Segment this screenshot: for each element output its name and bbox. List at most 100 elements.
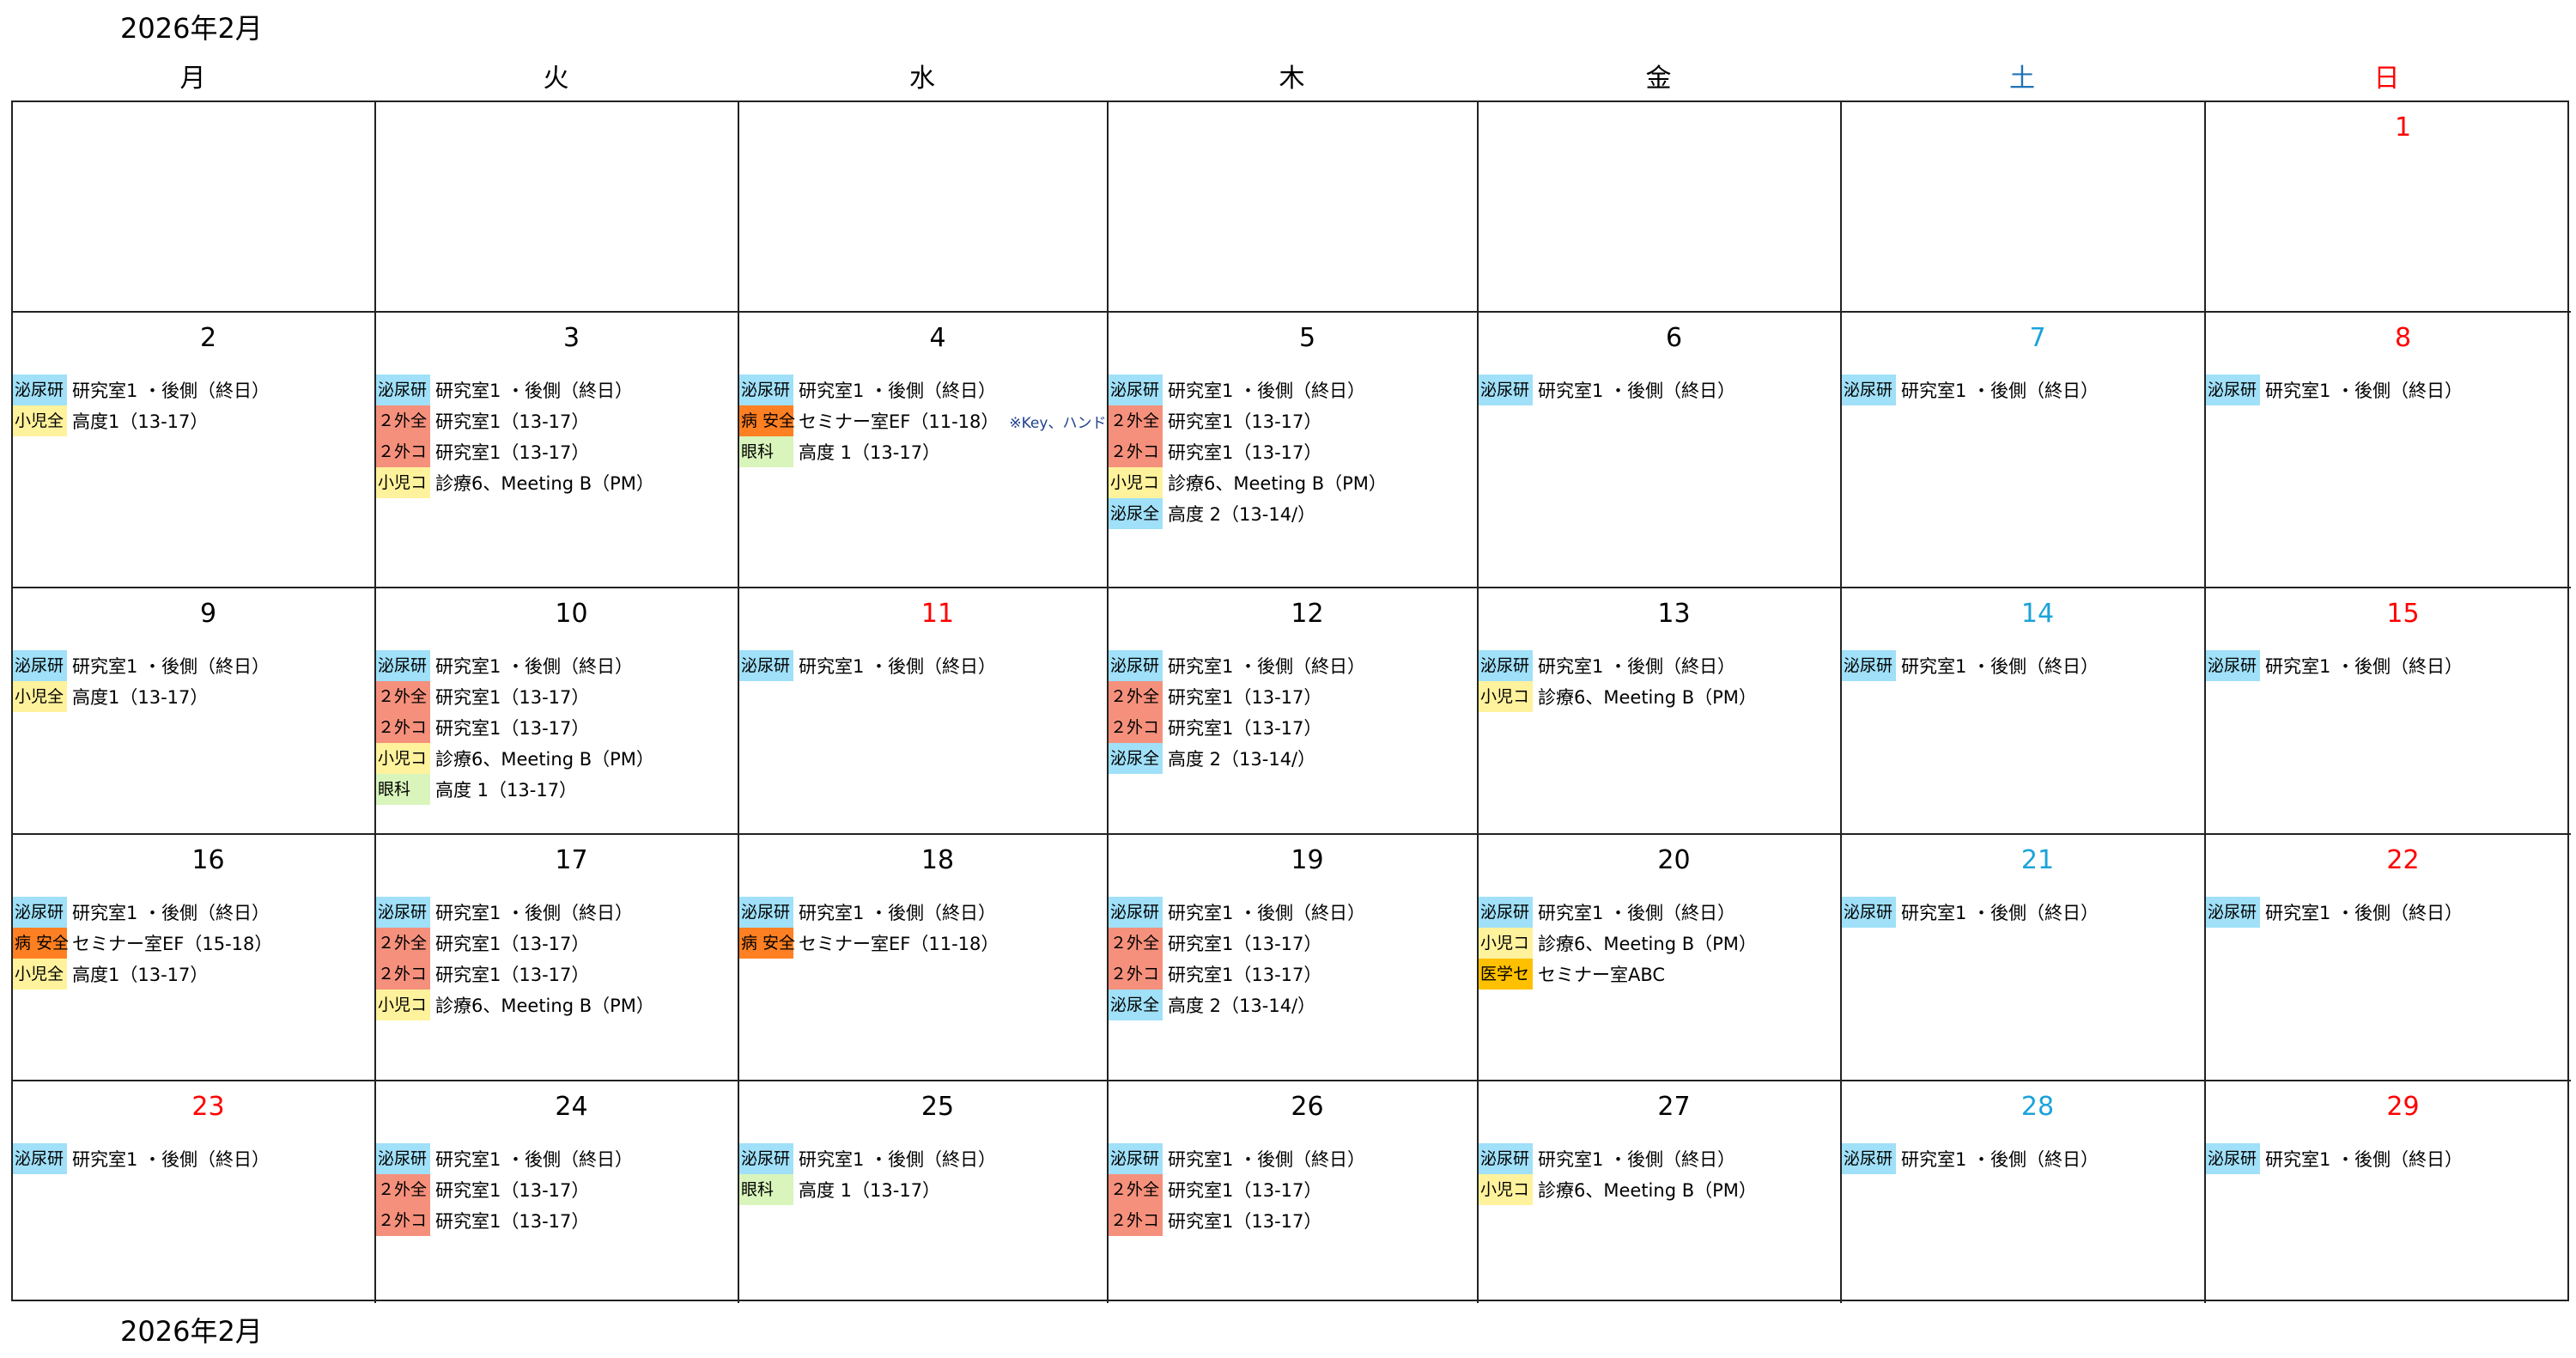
event-item[interactable]: 泌尿研 研究室1 ・後側（終日） [739, 375, 1107, 405]
event-item[interactable]: 泌尿研 研究室1 ・後側（終日） [1479, 650, 1840, 681]
day-cell-17[interactable]: 17 泌尿研 研究室1 ・後側（終日） ２外全 研究室1（13-17） ２外コ 研究室1（1… [376, 835, 739, 1081]
event-text: 高度 1（13-17） [435, 780, 578, 801]
empty-day-cell[interactable] [1479, 102, 1842, 313]
day-cell-25[interactable]: 25 泌尿研 研究室1 ・後側（終日） 眼科 高度 1（13-17） [739, 1081, 1109, 1303]
event-item[interactable]: 眼科 高度 1（13-17） [739, 436, 1107, 467]
event-item[interactable]: 小児コ 診療6、Meeting B（PM） [1479, 681, 1840, 712]
day-cell-29[interactable]: 29 泌尿研 研究室1 ・後側（終日） [2206, 1081, 2571, 1303]
day-cell-7[interactable]: 7 泌尿研 研究室1 ・後側（終日） [1842, 313, 2206, 588]
event-item[interactable]: 泌尿研 研究室1 ・後側（終日） [1479, 1143, 1840, 1174]
event-item[interactable]: 泌尿研 研究室1 ・後側（終日） [1109, 897, 1477, 928]
event-item[interactable]: 泌尿研 研究室1 ・後側（終日） [2206, 375, 2571, 405]
day-cell-28[interactable]: 28 泌尿研 研究室1 ・後側（終日） [1842, 1081, 2206, 1303]
event-item[interactable]: 眼科 高度 1（13-17） [739, 1174, 1107, 1205]
event-item[interactable]: ２外全 研究室1（13-17） [376, 928, 738, 959]
day-cell-6[interactable]: 6 泌尿研 研究室1 ・後側（終日） [1479, 313, 1842, 588]
event-item[interactable]: 泌尿研 研究室1 ・後側（終日） [13, 1143, 374, 1174]
day-cell-2[interactable]: 2 泌尿研 研究室1 ・後側（終日） 小児全 高度1（13-17） [13, 313, 376, 588]
day-cell-10[interactable]: 10 泌尿研 研究室1 ・後側（終日） ２外全 研究室1（13-17） ２外コ 研究室1（1… [376, 588, 739, 835]
event-item[interactable]: 泌尿研 研究室1 ・後側（終日） [376, 897, 738, 928]
event-item[interactable]: 小児コ 診療6、Meeting B（PM） [1479, 928, 1840, 959]
empty-day-cell[interactable] [739, 102, 1109, 313]
event-item[interactable]: 泌尿研 研究室1 ・後側（終日） [1109, 375, 1477, 405]
event-item[interactable]: 小児コ 診療6、Meeting B（PM） [376, 467, 738, 498]
day-cell-3[interactable]: 3 泌尿研 研究室1 ・後側（終日） ２外全 研究室1（13-17） ２外コ 研究室1（13… [376, 313, 739, 588]
day-cell-18[interactable]: 18 泌尿研 研究室1 ・後側（終日）病 安全 セミナー室EF（11-18） [739, 835, 1109, 1081]
event-item[interactable]: 病 安全 セミナー室EF（15-18） [13, 928, 374, 959]
empty-day-cell[interactable] [13, 102, 376, 313]
day-cell-27[interactable]: 27 泌尿研 研究室1 ・後側（終日） 小児コ 診療6、Meeting B（PM） [1479, 1081, 1842, 1303]
day-cell-9[interactable]: 9 泌尿研 研究室1 ・後側（終日） 小児全 高度1（13-17） [13, 588, 376, 835]
event-item[interactable]: 泌尿研 研究室1 ・後側（終日） [1842, 897, 2204, 928]
day-cell-19[interactable]: 19 泌尿研 研究室1 ・後側（終日） ２外全 研究室1（13-17） ２外コ 研究室1（1… [1109, 835, 1479, 1081]
event-item[interactable]: ２外コ 研究室1（13-17） [376, 959, 738, 990]
event-item[interactable]: 泌尿研 研究室1 ・後側（終日） [376, 650, 738, 681]
event-item[interactable]: 泌尿研 研究室1 ・後側（終日） [739, 897, 1107, 928]
day-cell-15[interactable]: 15 泌尿研 研究室1 ・後側（終日） [2206, 588, 2571, 835]
event-item[interactable]: 泌尿全 高度 2（13-14/） [1109, 743, 1477, 774]
event-item[interactable]: 泌尿全 高度 2（13-14/） [1109, 990, 1477, 1020]
event-item[interactable]: ２外コ 研究室1（13-17） [376, 712, 738, 743]
event-item[interactable]: 泌尿研 研究室1 ・後側（終日） [2206, 897, 2571, 928]
event-item[interactable]: ２外全 研究室1（13-17） [376, 1174, 738, 1205]
event-item[interactable]: ２外全 研究室1（13-17） [1109, 405, 1477, 436]
day-cell-16[interactable]: 16 泌尿研 研究室1 ・後側（終日）病 安全 セミナー室EF（15-18） 小児全 高度… [13, 835, 376, 1081]
event-item[interactable]: 小児全 高度1（13-17） [13, 681, 374, 712]
day-cell-23[interactable]: 23 泌尿研 研究室1 ・後側（終日） [13, 1081, 376, 1303]
event-item[interactable]: 病 安全 セミナー室EF（11-18） [739, 928, 1107, 959]
event-item[interactable]: 泌尿研 研究室1 ・後側（終日） [13, 897, 374, 928]
event-item[interactable]: 医学セ セミナー室ABC [1479, 959, 1840, 990]
event-item[interactable]: ２外全 研究室1（13-17） [1109, 928, 1477, 959]
day-cell-24[interactable]: 24 泌尿研 研究室1 ・後側（終日） ２外全 研究室1（13-17） ２外コ 研究室1（1… [376, 1081, 739, 1303]
empty-day-cell[interactable] [376, 102, 739, 313]
event-item[interactable]: ２外コ 研究室1（13-17） [1109, 436, 1477, 467]
event-item[interactable]: ２外コ 研究室1（13-17） [1109, 1205, 1477, 1236]
day-cell-11[interactable]: 11 泌尿研 研究室1 ・後側（終日） [739, 588, 1109, 835]
day-cell-13[interactable]: 13 泌尿研 研究室1 ・後側（終日） 小児コ 診療6、Meeting B（PM） [1479, 588, 1842, 835]
event-item[interactable]: 泌尿研 研究室1 ・後側（終日） [739, 650, 1107, 681]
event-item[interactable]: 小児コ 診療6、Meeting B（PM） [376, 990, 738, 1020]
event-item[interactable]: 小児コ 診療6、Meeting B（PM） [376, 743, 738, 774]
event-item[interactable]: ２外コ 研究室1（13-17） [376, 1205, 738, 1236]
event-item[interactable]: 小児全 高度1（13-17） [13, 405, 374, 436]
event-item[interactable]: 泌尿研 研究室1 ・後側（終日） [1842, 650, 2204, 681]
day-cell-14[interactable]: 14 泌尿研 研究室1 ・後側（終日） [1842, 588, 2206, 835]
event-item[interactable]: 泌尿研 研究室1 ・後側（終日） [1479, 897, 1840, 928]
event-item[interactable]: 泌尿研 研究室1 ・後側（終日） [2206, 650, 2571, 681]
day-cell-26[interactable]: 26 泌尿研 研究室1 ・後側（終日） ２外全 研究室1（13-17） ２外コ 研究室1（1… [1109, 1081, 1479, 1303]
event-item[interactable]: 小児全 高度1（13-17） [13, 959, 374, 990]
event-item[interactable]: 小児コ 診療6、Meeting B（PM） [1479, 1174, 1840, 1205]
day-cell-1[interactable]: 1 [2206, 102, 2571, 313]
event-item[interactable]: 泌尿研 研究室1 ・後側（終日） [13, 650, 374, 681]
day-cell-20[interactable]: 20 泌尿研 研究室1 ・後側（終日） 小児コ 診療6、Meeting B（PM） 医学セ… [1479, 835, 1842, 1081]
day-cell-8[interactable]: 8 泌尿研 研究室1 ・後側（終日） [2206, 313, 2571, 588]
event-item[interactable]: ２外全 研究室1（13-17） [376, 405, 738, 436]
event-item[interactable]: ２外コ 研究室1（13-17） [1109, 712, 1477, 743]
day-cell-5[interactable]: 5 泌尿研 研究室1 ・後側（終日） ２外全 研究室1（13-17） ２外コ 研究室1（13… [1109, 313, 1479, 588]
event-item[interactable]: 泌尿全 高度 2（13-14/） [1109, 498, 1477, 529]
day-cell-21[interactable]: 21 泌尿研 研究室1 ・後側（終日） [1842, 835, 2206, 1081]
event-item[interactable]: 眼科 高度 1（13-17） [376, 774, 738, 805]
day-cell-4[interactable]: 4 泌尿研 研究室1 ・後側（終日）病 安全 セミナー室EF（11-18） ※Key、ハ… [739, 313, 1109, 588]
event-item[interactable]: 泌尿研 研究室1 ・後側（終日） [376, 375, 738, 405]
event-item[interactable]: 泌尿研 研究室1 ・後側（終日） [2206, 1143, 2571, 1174]
event-item[interactable]: 泌尿研 研究室1 ・後側（終日） [13, 375, 374, 405]
event-item[interactable]: 泌尿研 研究室1 ・後側（終日） [1842, 1143, 2204, 1174]
event-item[interactable]: 泌尿研 研究室1 ・後側（終日） [739, 1143, 1107, 1174]
event-item[interactable]: 泌尿研 研究室1 ・後側（終日） [1842, 375, 2204, 405]
day-cell-12[interactable]: 12 泌尿研 研究室1 ・後側（終日） ２外全 研究室1（13-17） ２外コ 研究室1（1… [1109, 588, 1479, 835]
empty-day-cell[interactable] [1109, 102, 1479, 313]
event-item[interactable]: ２外全 研究室1（13-17） [376, 681, 738, 712]
day-cell-22[interactable]: 22 泌尿研 研究室1 ・後側（終日） [2206, 835, 2571, 1081]
event-item[interactable]: ２外全 研究室1（13-17） [1109, 681, 1477, 712]
event-item[interactable]: 泌尿研 研究室1 ・後側（終日） [376, 1143, 738, 1174]
event-item[interactable]: ２外コ 研究室1（13-17） [376, 436, 738, 467]
event-item[interactable]: ２外コ 研究室1（13-17） [1109, 959, 1477, 990]
event-item[interactable]: ２外全 研究室1（13-17） [1109, 1174, 1477, 1205]
event-item[interactable]: 小児コ 診療6、Meeting B（PM） [1109, 467, 1477, 498]
event-item[interactable]: 泌尿研 研究室1 ・後側（終日） [1109, 1143, 1477, 1174]
empty-day-cell[interactable] [1842, 102, 2206, 313]
event-item[interactable]: 泌尿研 研究室1 ・後側（終日） [1479, 375, 1840, 405]
event-item[interactable]: 泌尿研 研究室1 ・後側（終日） [1109, 650, 1477, 681]
